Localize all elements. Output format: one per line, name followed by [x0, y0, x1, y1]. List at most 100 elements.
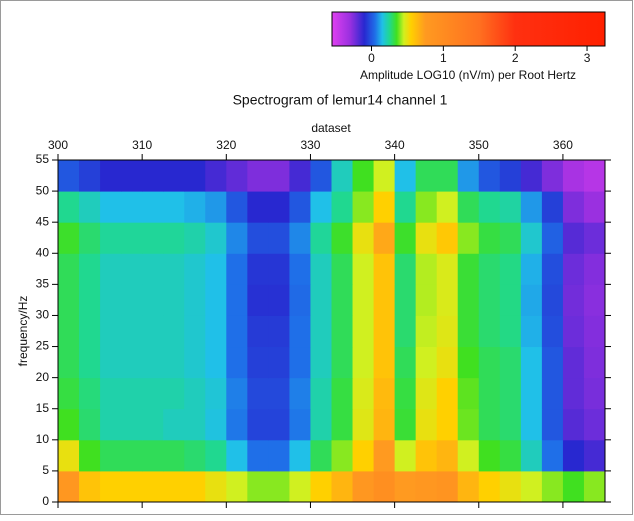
- heat-cell: [458, 409, 480, 441]
- heat-cell: [205, 284, 227, 316]
- y-tick-label: 50: [36, 183, 50, 197]
- heat-cell: [353, 315, 375, 347]
- chart-title: Spectrogram of lemur14 channel 1: [233, 92, 448, 108]
- heat-cell: [437, 378, 459, 410]
- heat-cell: [521, 347, 543, 379]
- y-tick-label: 5: [42, 463, 49, 477]
- heat-cell: [205, 409, 227, 441]
- heat-cell: [500, 253, 522, 285]
- heat-cell: [395, 160, 417, 192]
- heat-cell: [521, 315, 543, 347]
- heat-cell: [416, 253, 438, 285]
- heat-cell: [247, 347, 269, 379]
- heat-cell: [268, 347, 290, 379]
- heat-cell: [332, 440, 354, 472]
- heat-cell: [142, 378, 164, 410]
- heat-cell: [268, 284, 290, 316]
- heat-cell: [79, 409, 101, 441]
- heat-cell: [563, 160, 585, 192]
- heat-cell: [374, 284, 396, 316]
- heat-cell: [121, 378, 143, 410]
- y-tick-label: 15: [36, 401, 50, 415]
- heat-cell: [374, 347, 396, 379]
- heat-cell: [332, 409, 354, 441]
- colorbar-tick-label: 1: [440, 51, 447, 65]
- heat-cell: [521, 253, 543, 285]
- heat-cell: [584, 471, 606, 503]
- heat-cell: [100, 378, 122, 410]
- heat-cell: [142, 253, 164, 285]
- heat-cell: [542, 440, 564, 472]
- heat-cell: [289, 222, 311, 254]
- heat-cell: [184, 471, 206, 503]
- heat-cell: [500, 160, 522, 192]
- heat-cell: [416, 440, 438, 472]
- heat-cell: [79, 160, 101, 192]
- heat-cell: [100, 315, 122, 347]
- heat-cell: [395, 315, 417, 347]
- heat-cell: [79, 253, 101, 285]
- y-tick-label: 20: [36, 370, 50, 384]
- heat-cell: [584, 409, 606, 441]
- heat-cell: [563, 253, 585, 285]
- heat-cell: [247, 471, 269, 503]
- heat-cell: [163, 347, 185, 379]
- heat-cell: [310, 347, 332, 379]
- heat-cell: [289, 440, 311, 472]
- heat-cell: [416, 315, 438, 347]
- heat-cell: [395, 253, 417, 285]
- heat-cell: [142, 409, 164, 441]
- heat-cell: [479, 315, 501, 347]
- heat-cell: [184, 253, 206, 285]
- colorbar: [332, 12, 605, 46]
- x-tick-label: 340: [385, 138, 405, 152]
- heat-cell: [374, 191, 396, 223]
- heat-cell: [332, 347, 354, 379]
- heat-cell: [121, 253, 143, 285]
- heat-cell: [332, 160, 354, 192]
- heat-cell: [353, 440, 375, 472]
- heat-cell: [584, 284, 606, 316]
- heat-cell: [205, 315, 227, 347]
- heat-cell: [563, 378, 585, 410]
- heat-cell: [79, 191, 101, 223]
- heat-cell: [416, 191, 438, 223]
- heat-cell: [479, 440, 501, 472]
- heat-cell: [289, 409, 311, 441]
- heat-cell: [374, 315, 396, 347]
- heat-cell: [458, 347, 480, 379]
- heat-cell: [353, 284, 375, 316]
- heat-cell: [184, 222, 206, 254]
- heat-cell: [184, 191, 206, 223]
- heat-cell: [142, 471, 164, 503]
- heat-cell: [184, 284, 206, 316]
- heat-cell: [100, 284, 122, 316]
- heat-cell: [479, 191, 501, 223]
- heat-cell: [500, 471, 522, 503]
- heat-cell: [542, 471, 564, 503]
- heat-cell: [584, 347, 606, 379]
- heat-cell: [163, 222, 185, 254]
- heat-cell: [58, 160, 80, 192]
- heat-cell: [458, 440, 480, 472]
- heat-cell: [163, 378, 185, 410]
- heat-cell: [205, 440, 227, 472]
- heat-cell: [226, 191, 248, 223]
- heat-cell: [100, 471, 122, 503]
- heat-cell: [353, 471, 375, 503]
- heat-cell: [437, 409, 459, 441]
- heat-cell: [353, 191, 375, 223]
- heat-cell: [268, 222, 290, 254]
- heat-cell: [542, 409, 564, 441]
- y-tick-label: 45: [36, 214, 50, 228]
- heat-cell: [100, 347, 122, 379]
- x-tick-label: 300: [48, 138, 68, 152]
- heat-cell: [353, 378, 375, 410]
- heat-cell: [395, 284, 417, 316]
- heat-cell: [184, 440, 206, 472]
- heat-cell: [479, 378, 501, 410]
- heat-cell: [479, 160, 501, 192]
- heat-cell: [542, 284, 564, 316]
- heat-cell: [142, 222, 164, 254]
